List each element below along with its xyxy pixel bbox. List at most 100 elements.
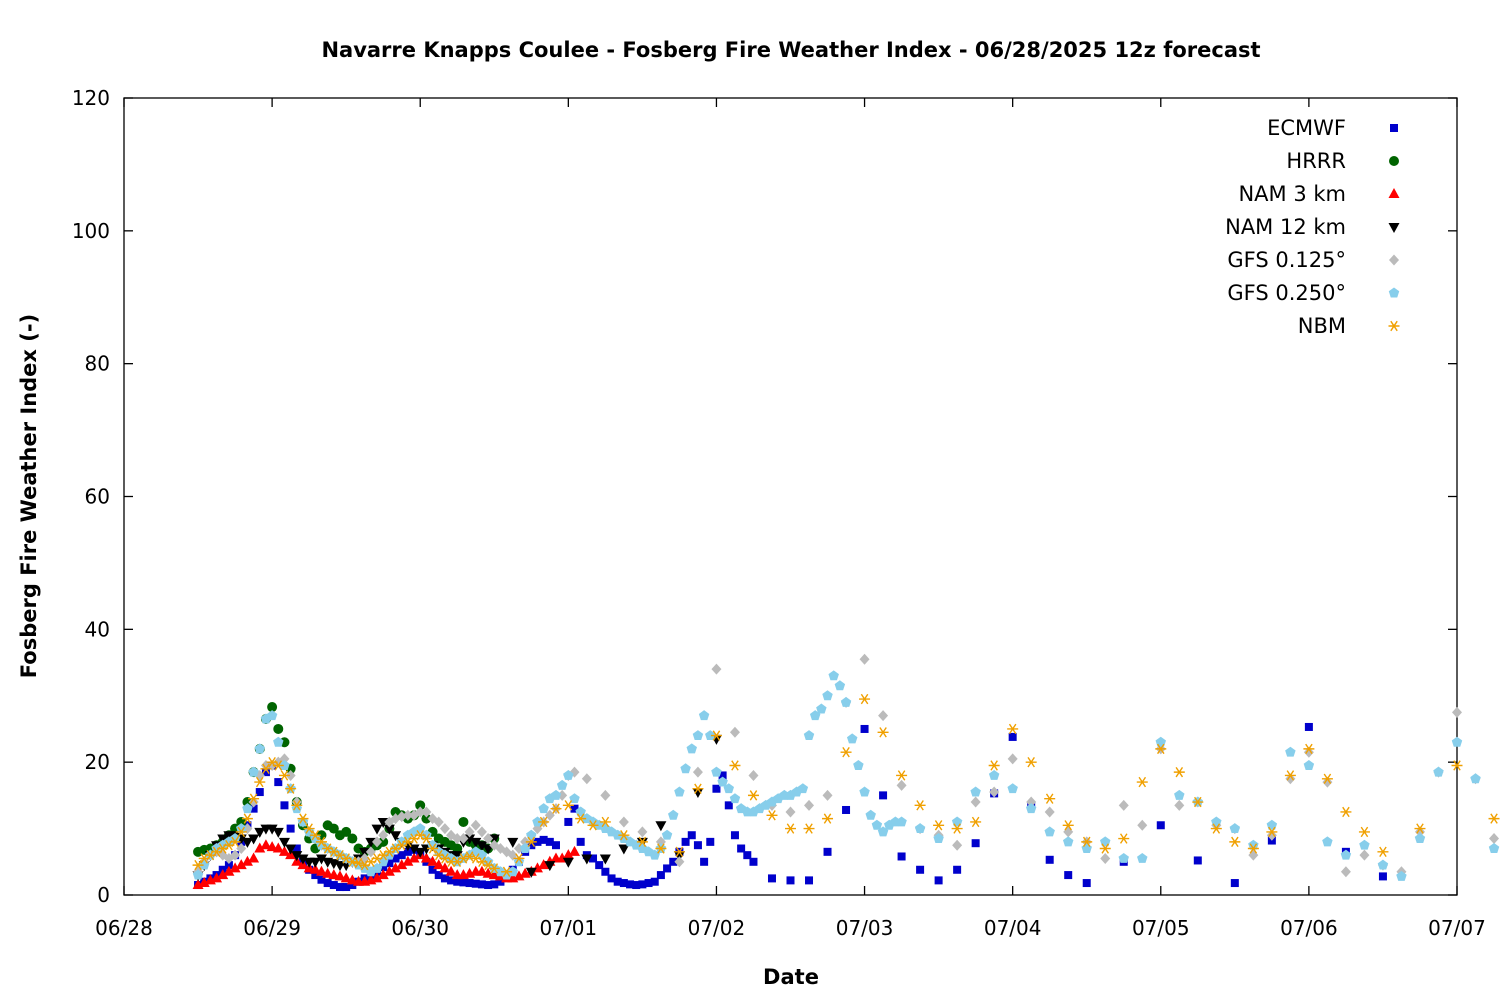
data-point [1470, 773, 1481, 784]
data-point [724, 801, 733, 810]
data-point [840, 747, 852, 758]
data-point [914, 800, 926, 811]
y-tick-label: 0 [97, 883, 110, 907]
data-point [452, 843, 463, 854]
data-point [859, 786, 870, 797]
data-point [1174, 789, 1185, 800]
data-point [871, 819, 883, 830]
data-point [309, 863, 321, 874]
data-point [663, 864, 672, 873]
data-point [649, 849, 660, 860]
data-point [934, 876, 943, 885]
data-point [421, 829, 432, 840]
data-point [235, 859, 247, 870]
data-point [476, 841, 488, 852]
data-point [897, 852, 906, 861]
data-point [286, 824, 295, 833]
data-point [723, 783, 735, 794]
data-point [278, 845, 290, 856]
data-point [970, 786, 981, 797]
data-point [1099, 843, 1111, 854]
data-point [636, 836, 648, 848]
data-point [285, 844, 297, 855]
data-point [217, 869, 229, 880]
legend-marker [1388, 320, 1400, 332]
data-point [1044, 826, 1055, 837]
data-point [1026, 796, 1037, 808]
data-point [692, 730, 704, 741]
data-point [458, 816, 469, 827]
data-point [471, 879, 480, 888]
data-point [415, 806, 426, 818]
data-point [896, 816, 907, 827]
data-point [545, 837, 554, 846]
data-point [581, 854, 593, 865]
data-point [1063, 826, 1074, 838]
data-point [1062, 820, 1074, 831]
data-point [1155, 743, 1167, 755]
legend-label: NAM 3 km [1238, 182, 1346, 206]
data-point [1359, 839, 1370, 850]
data-point [1082, 879, 1091, 888]
data-point [710, 730, 722, 741]
data-point [408, 844, 420, 855]
data-point [717, 776, 728, 787]
data-point [1340, 866, 1351, 878]
data-point [434, 871, 443, 880]
data-point [464, 826, 475, 838]
data-point [297, 813, 309, 824]
x-tick-label: 07/07 [1428, 916, 1486, 940]
data-point [414, 847, 426, 858]
y-axis-label: Fosberg Fire Weather Index (-) [17, 314, 41, 678]
legend-label: NBM [1298, 314, 1346, 338]
data-point [681, 837, 690, 846]
data-point [391, 854, 400, 863]
data-point [353, 857, 365, 869]
data-point [520, 836, 531, 848]
data-point [538, 816, 550, 828]
data-point [822, 789, 833, 801]
data-point [1358, 826, 1370, 838]
data-point [668, 809, 679, 820]
data-point [445, 865, 457, 876]
data-point [476, 865, 488, 876]
data-point [853, 759, 864, 770]
data-point [933, 833, 944, 843]
x-tick-label: 07/04 [984, 916, 1042, 940]
data-point [953, 865, 962, 874]
data-point [348, 881, 357, 890]
data-point [451, 851, 463, 862]
data-point [970, 816, 982, 828]
data-point [458, 833, 469, 845]
data-point [309, 857, 321, 868]
data-point [581, 773, 592, 785]
data-point [224, 861, 233, 870]
data-point [674, 786, 685, 797]
data-point [804, 799, 815, 811]
data-point [686, 743, 697, 754]
legend-marker [1388, 223, 1400, 233]
data-point [692, 788, 704, 799]
data-point [563, 769, 574, 780]
data-point [1008, 732, 1017, 741]
data-point [538, 859, 550, 870]
data-point [248, 852, 260, 863]
legend: ECMWF HRRR NAM 3 km NAM 12 km GFS 0.125° GFS … [1225, 116, 1400, 338]
data-point [236, 823, 247, 834]
data-point [797, 783, 809, 794]
data-point [570, 804, 579, 813]
data-point [805, 876, 814, 885]
data-point [241, 837, 253, 848]
data-point [1192, 796, 1204, 808]
data-point [988, 769, 1000, 780]
data-point [371, 862, 383, 873]
data-point [501, 866, 513, 877]
data-point [655, 843, 667, 854]
data-point [1118, 799, 1129, 811]
data-point [272, 760, 284, 771]
data-point [249, 804, 258, 813]
data-point [482, 867, 494, 878]
data-point [673, 846, 685, 858]
data-point [842, 805, 851, 814]
data-point [490, 880, 499, 889]
